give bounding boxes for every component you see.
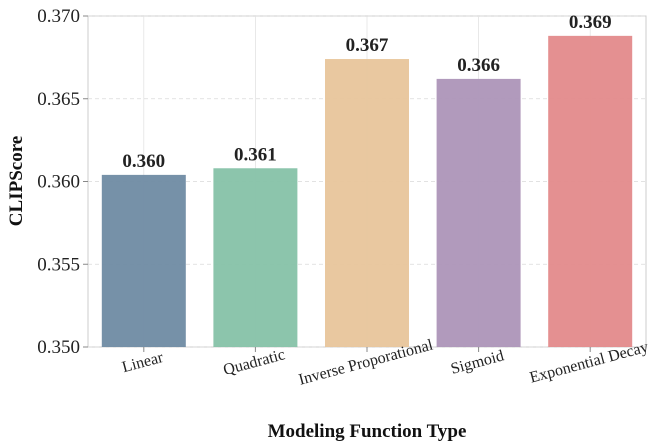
- bar-inverse-proporational: [325, 59, 409, 347]
- y-tick-label: 0.355: [37, 254, 80, 275]
- bar-value-label: 0.367: [346, 35, 389, 56]
- bar-value-labels: 0.360 0.361 0.367 0.366 0.369: [122, 12, 611, 172]
- bar-value-label: 0.366: [457, 55, 500, 76]
- y-tick-label: 0.350: [37, 337, 80, 358]
- x-tick-label: Linear: [120, 349, 165, 376]
- bar-linear: [101, 174, 186, 347]
- bar-value-label: 0.369: [569, 12, 612, 33]
- bar-quadratic: [213, 168, 298, 347]
- bar-exponential-decay: [548, 35, 633, 348]
- bar-sigmoid: [436, 78, 521, 347]
- y-tick-label: 0.365: [37, 89, 80, 110]
- bars: [101, 35, 633, 348]
- y-tick-label: 0.370: [37, 6, 80, 27]
- x-axis-title: Modeling Function Type: [268, 421, 467, 442]
- x-tick-label: Quadratic: [222, 346, 287, 379]
- bar-value-label: 0.361: [234, 144, 277, 165]
- bar-value-label: 0.360: [122, 151, 165, 172]
- y-tick-label: 0.360: [37, 172, 80, 193]
- y-axis-ticks: 0.350 0.355 0.360 0.365 0.370: [37, 6, 88, 358]
- y-axis-title: CLIPScore: [6, 136, 27, 226]
- x-tick-label: Sigmoid: [449, 347, 506, 377]
